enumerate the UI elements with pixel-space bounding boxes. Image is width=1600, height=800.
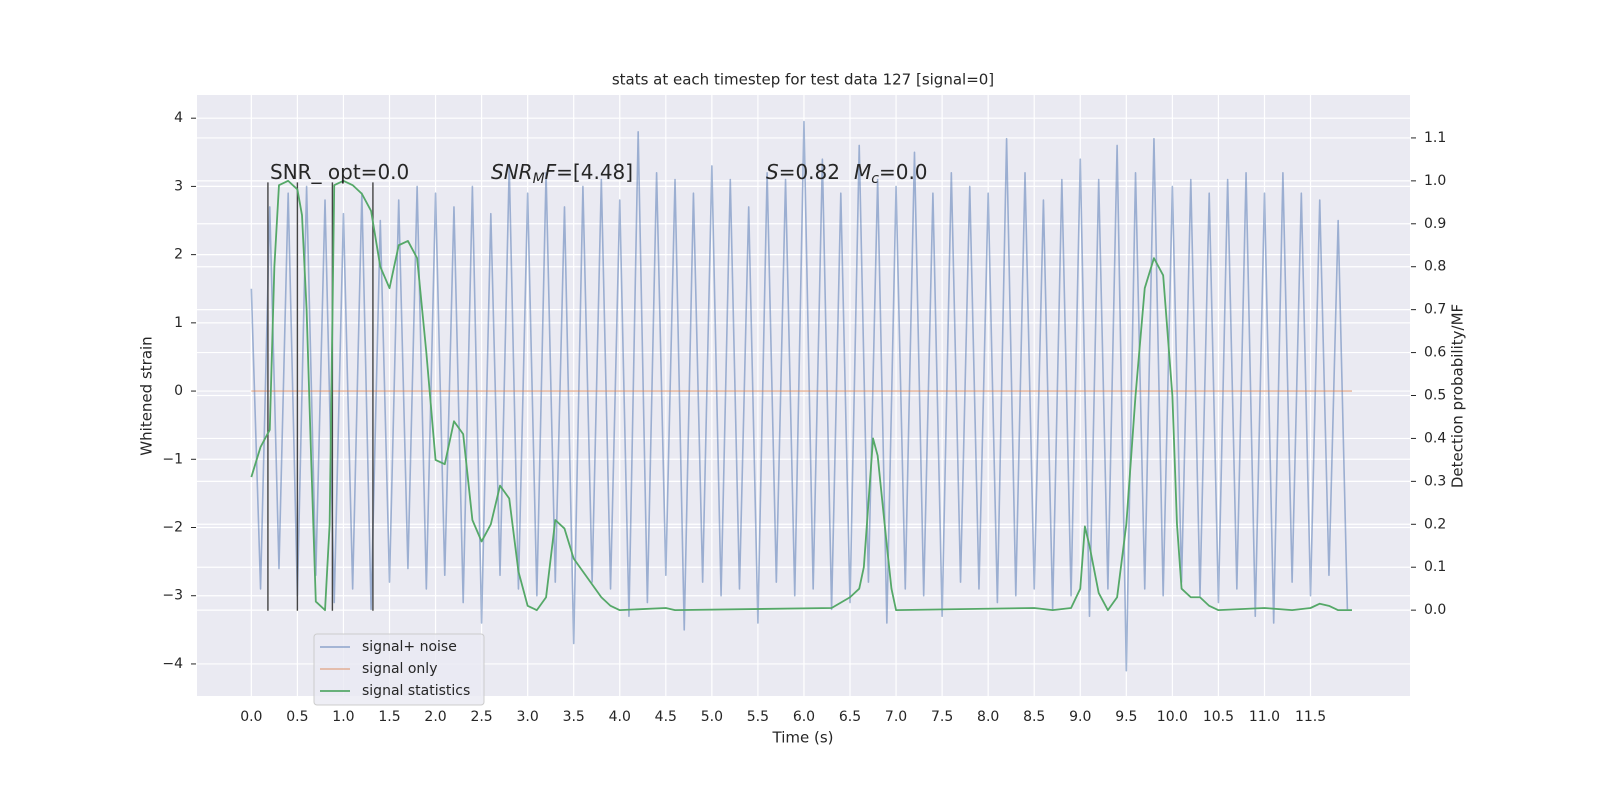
annotation-part: =[4.48] <box>556 160 633 184</box>
y2-tick-label: 0.1 <box>1424 559 1446 575</box>
annotation: SNRMF=[4.48] <box>491 160 633 188</box>
x-tick-label: 4.0 <box>609 709 631 725</box>
x-tick-label: 0.5 <box>286 709 308 725</box>
x-tick-label: 9.0 <box>1069 709 1091 725</box>
x-tick-label: 8.0 <box>977 709 999 725</box>
x-tick-label: 1.0 <box>332 709 354 725</box>
x-tick-label: 11.5 <box>1295 709 1326 725</box>
series-line <box>250 120 1349 672</box>
x-tick-label: 9.5 <box>1115 709 1137 725</box>
x-tick-label: 6.5 <box>839 709 861 725</box>
y-tick-label: 4 <box>174 110 183 126</box>
y2-axis-label: Detection probability/MF <box>1449 304 1467 488</box>
annotation-part: F <box>545 160 557 184</box>
y-tick-label: 3 <box>174 178 183 194</box>
y2-tick-label: 0.9 <box>1424 216 1446 232</box>
y-axis-label: Whitened strain <box>138 336 156 455</box>
y-tick-label: 0 <box>174 383 183 399</box>
x-tick-label: 7.0 <box>885 709 907 725</box>
y-tick-label: −2 <box>162 520 183 536</box>
legend: signal+ noise signal only signal statistic… <box>313 633 485 706</box>
x-tick-label: 0.0 <box>240 709 262 725</box>
x-tick-label: 11.0 <box>1249 709 1280 725</box>
y2-tick-label: 1.0 <box>1424 173 1446 189</box>
x-tick-label: 2.5 <box>470 709 492 725</box>
y-tick-label: 2 <box>174 247 183 263</box>
legend-frame <box>313 633 485 706</box>
x-tick-label: 10.5 <box>1203 709 1234 725</box>
x-tick-label: 5.0 <box>701 709 723 725</box>
annotation-part: c <box>871 171 879 187</box>
legend-label: signal+ noise <box>362 639 457 655</box>
annotation-part: =0.0 <box>879 160 928 184</box>
x-tick-label: 3.0 <box>517 709 539 725</box>
y2-tick-label: 0.2 <box>1424 516 1446 532</box>
annotation-part: M <box>854 160 871 184</box>
annotation-part: SNR_ opt=0.0 <box>270 160 409 184</box>
y2-tick-label: 0.3 <box>1424 473 1446 489</box>
y-tick-label: −1 <box>162 451 183 467</box>
y2-tick-label: 0.0 <box>1424 602 1446 618</box>
y2-tick-label: 1.1 <box>1424 130 1446 146</box>
x-tick-label: 3.5 <box>563 709 585 725</box>
y2-tick-label: 0.4 <box>1424 430 1446 446</box>
x-tick-label: 4.5 <box>655 709 677 725</box>
x-tick-label: 7.5 <box>931 709 953 725</box>
annotation-part: SNR <box>491 160 533 184</box>
annotation: SNR_ opt=0.0 <box>270 160 409 184</box>
y2-tick-label: 0.6 <box>1424 345 1446 361</box>
y2-tick-label: 0.8 <box>1424 259 1446 275</box>
x-tick-label: 10.0 <box>1157 709 1188 725</box>
chart-title: stats at each timestep for test data 127… <box>612 71 994 89</box>
annotation: S=0.82 Mc=0.0 <box>766 160 928 188</box>
series-line <box>250 179 1352 612</box>
x-tick-label: 8.5 <box>1023 709 1045 725</box>
annotation-part: =0.82 <box>779 160 840 184</box>
x-tick-label: 6.0 <box>793 709 815 725</box>
annotation-part: S <box>766 160 779 184</box>
y-tick-label: 1 <box>174 315 183 331</box>
x-tick-label: 2.0 <box>424 709 446 725</box>
legend-label: signal only <box>362 661 437 677</box>
y2-tick-label: 0.7 <box>1424 302 1446 318</box>
x-axis-label: Time (s) <box>772 729 834 747</box>
annotation-part: M <box>533 171 545 187</box>
x-tick-label: 5.5 <box>747 709 769 725</box>
y-tick-label: −4 <box>162 656 183 672</box>
x-tick-label: 1.5 <box>378 709 400 725</box>
y-tick-label: −3 <box>162 588 183 604</box>
y2-tick-label: 0.5 <box>1424 388 1446 404</box>
legend-label: signal statistics <box>362 683 470 699</box>
